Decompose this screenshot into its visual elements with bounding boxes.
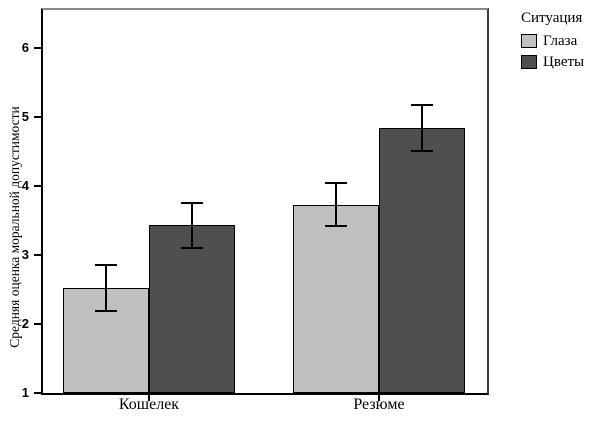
y-tick [34,392,41,394]
y-tick [34,184,41,187]
y-tick-label: 1 [21,385,29,400]
y-tick-label: 4 [21,177,29,193]
legend-swatch [521,55,537,69]
y-tick-label: 6 [21,39,29,55]
y-tick [34,323,41,325]
y-axis-label: Средняя оценка моральной допустимости [7,106,22,348]
y-tick [34,115,41,118]
y-tick-label: 5 [21,108,29,124]
bar [149,225,235,393]
error-bar [335,183,337,226]
error-bar-cap [325,225,347,227]
error-bar-cap [181,201,203,204]
legend-item-label: Глаза [543,33,578,49]
bar [293,204,379,393]
y-tick [34,253,41,256]
x-tick [378,395,380,401]
error-bar [421,104,423,152]
x-category-label: Кошелек [118,396,180,413]
legend-items: Глаза Цветы [521,33,599,70]
legend-title: Ситуация [521,10,583,26]
error-bar [191,202,193,249]
error-bar-cap [95,264,117,267]
y-tick-label: 3 [21,246,29,262]
error-bar-cap [411,150,433,153]
bar [379,128,465,393]
legend-swatch [521,34,537,48]
legend-item: Глаза [521,33,599,49]
legend-item-label: Цветы [543,54,585,70]
x-category-label: Резюме [353,396,405,413]
error-bar-cap [411,103,433,106]
plot-area: 1 2 3 4 5 6 [22,8,489,401]
legend-item: Цветы [521,54,599,70]
error-bar-cap [325,182,347,185]
y-tick-label: 2 [21,316,29,331]
error-bar-cap [95,309,117,312]
y-tick [34,46,41,49]
x-tick [148,395,150,401]
error-bar-cap [181,247,203,250]
error-bar [105,265,107,311]
legend: Ситуация Глаза Цветы [521,10,599,75]
